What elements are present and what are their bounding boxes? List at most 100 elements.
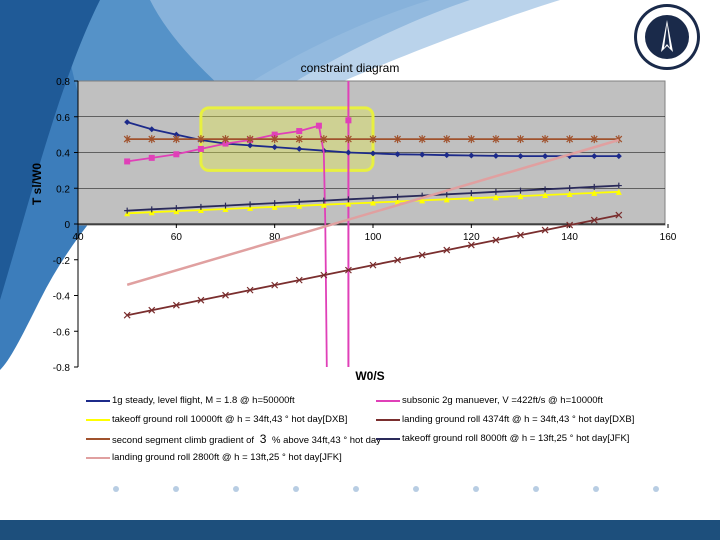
data-point [615,188,622,195]
data-point [443,152,450,159]
data-point [394,256,402,264]
data-point [542,186,549,193]
data-point [394,193,401,200]
data-point [222,291,229,299]
data-point [197,203,204,210]
data-point [148,135,156,144]
data-point [394,198,401,205]
data-point [271,131,278,138]
x-tick-label: 160 [660,232,677,243]
slide-dot [653,486,659,492]
data-point [590,135,598,144]
data-point [541,226,549,234]
data-point [124,119,131,126]
data-point [148,154,155,161]
data-point [315,122,322,129]
data-point [345,149,352,156]
data-point [369,261,377,269]
data-point [320,271,328,279]
slide-dot [233,486,239,492]
chart-title: constraint diagram [300,61,400,75]
data-point [394,135,402,144]
legend-swatch [86,457,110,459]
slide-dot [473,486,479,492]
slide-dot [293,486,299,492]
y-tick-label: -0.8 [53,363,71,374]
slide-dot [593,486,599,492]
data-point [541,135,549,144]
legend-swatch [376,419,400,421]
data-point [468,195,475,202]
data-point [419,197,426,204]
legend-label: 1g steady, level flight, M = 1.8 @ h=500… [112,395,295,406]
x-tick-label: 120 [463,232,480,243]
data-point [247,201,254,208]
slide-dot [413,486,419,492]
data-point [443,246,451,254]
data-point [320,135,328,144]
slide-dot [353,486,359,492]
legend: 1g steady, level flight, M = 1.8 @ h=500… [78,392,678,463]
y-tick-label: 0 [64,220,70,231]
data-point [173,205,180,212]
legend-label-number: 3 [259,432,267,446]
data-point [295,276,303,284]
y-tick-label: 0.4 [56,149,70,160]
data-point [124,158,131,165]
data-point [542,153,549,160]
data-point [591,183,598,190]
data-point [271,144,278,151]
data-point [197,135,205,144]
data-point [517,135,524,144]
data-point [492,236,500,244]
data-point [370,150,376,157]
data-point [320,197,327,204]
data-point [222,205,229,212]
y-tick-label: -0.6 [53,327,71,338]
data-point [148,206,155,213]
data-point [566,221,574,229]
data-point [418,251,426,259]
data-point [443,191,450,198]
y-tick-label: -0.2 [53,256,71,267]
legend-label: landing ground roll 2800ft @ h = 13ft,25… [112,452,342,463]
data-point [247,142,254,149]
legend-label-part2: % above 34ft,43 ° hot day [272,435,381,446]
data-point [296,198,303,205]
data-point [591,189,598,196]
x-tick-label: 40 [72,232,84,243]
legend-label: takeoff ground roll 10000ft @ h = 34ft,4… [112,414,348,425]
data-point [468,152,475,159]
data-point [394,151,401,158]
data-point [222,202,229,209]
legend-swatch [86,419,110,421]
y-tick-label: 0.6 [56,113,70,124]
data-point [296,128,303,135]
x-axis-label: W0/S [355,369,385,383]
data-point [615,182,622,189]
data-point [197,296,205,304]
legend-swatch [86,438,110,440]
data-point [247,204,254,211]
data-point [123,135,131,144]
legend-swatch [86,400,110,402]
data-point [222,140,229,147]
legend-label: second segment climb gradient of 3 % abo… [112,432,381,448]
data-point [271,203,278,210]
data-point [271,281,279,289]
data-point [492,194,499,201]
data-point [542,192,549,199]
data-point [566,135,574,144]
data-point [517,153,524,160]
legend-label-part1: second segment climb gradient of [112,435,255,446]
data-point [492,135,500,144]
data-point [148,306,156,314]
data-point [345,117,352,124]
legend-label: takeoff ground roll 8000ft @ h = 13ft,25… [402,433,630,444]
data-point [369,135,377,144]
data-point [271,200,278,207]
legend-swatch [376,400,400,402]
data-point [370,199,376,206]
slide-dots [0,480,720,500]
